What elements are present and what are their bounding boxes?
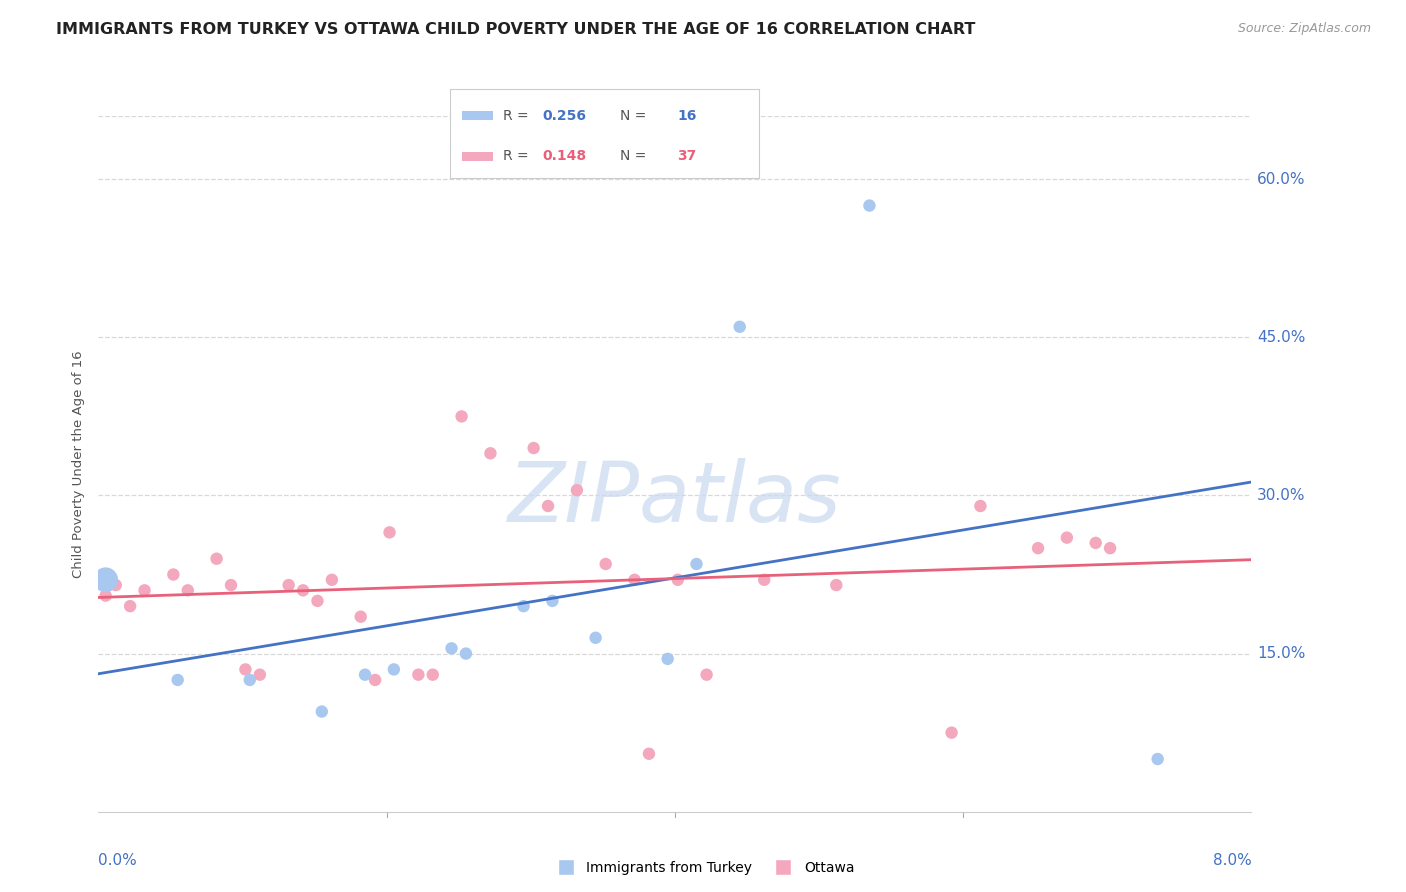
Point: [479, 446, 502, 460]
Point: [825, 578, 848, 592]
Point: [104, 578, 127, 592]
Point: [595, 557, 617, 571]
Text: 37: 37: [678, 149, 696, 163]
Point: [1099, 541, 1122, 556]
Point: [134, 583, 156, 598]
Point: [94, 573, 117, 587]
Point: [941, 725, 963, 739]
Point: [378, 525, 401, 540]
Point: [205, 551, 228, 566]
Text: 60.0%: 60.0%: [1257, 172, 1305, 186]
Point: [440, 641, 463, 656]
Text: R =: R =: [502, 149, 533, 163]
Point: [235, 662, 257, 676]
Point: [454, 647, 477, 661]
Point: [249, 667, 271, 681]
Point: [307, 594, 329, 608]
Text: 8.0%: 8.0%: [1212, 854, 1251, 869]
Point: [422, 667, 444, 681]
Point: [1084, 536, 1107, 550]
Point: [382, 662, 405, 676]
Point: [94, 589, 117, 603]
Text: 0.148: 0.148: [543, 149, 586, 163]
Point: [685, 557, 707, 571]
Point: [120, 599, 142, 614]
Text: ZIPatlas: ZIPatlas: [508, 458, 842, 539]
Point: [623, 573, 645, 587]
Text: 16: 16: [678, 109, 696, 123]
Point: [219, 578, 242, 592]
Point: [1056, 531, 1078, 545]
Point: [696, 667, 718, 681]
Bar: [463, 152, 494, 161]
Point: [177, 583, 200, 598]
Bar: [463, 112, 494, 120]
Point: [364, 673, 387, 687]
Point: [565, 483, 588, 498]
Point: [450, 409, 472, 424]
Point: [166, 673, 188, 687]
Point: [638, 747, 661, 761]
Point: [754, 573, 776, 587]
Point: [311, 705, 333, 719]
Text: 45.0%: 45.0%: [1257, 330, 1305, 345]
Text: N =: N =: [620, 149, 651, 163]
Point: [354, 667, 377, 681]
Text: N =: N =: [620, 109, 651, 123]
Point: [162, 567, 184, 582]
Point: [541, 594, 564, 608]
Point: [666, 573, 689, 587]
Point: [239, 673, 262, 687]
Point: [350, 609, 373, 624]
Y-axis label: Child Poverty Under the Age of 16: Child Poverty Under the Age of 16: [72, 350, 86, 578]
Text: IMMIGRANTS FROM TURKEY VS OTTAWA CHILD POVERTY UNDER THE AGE OF 16 CORRELATION C: IMMIGRANTS FROM TURKEY VS OTTAWA CHILD P…: [56, 22, 976, 37]
Point: [728, 319, 751, 334]
Point: [537, 499, 560, 513]
Point: [292, 583, 315, 598]
Text: 30.0%: 30.0%: [1257, 488, 1305, 503]
Point: [321, 573, 343, 587]
Text: R =: R =: [502, 109, 533, 123]
Text: 15.0%: 15.0%: [1257, 646, 1305, 661]
Point: [1146, 752, 1168, 766]
Point: [969, 499, 991, 513]
Point: [523, 441, 546, 455]
Legend: Immigrants from Turkey, Ottawa: Immigrants from Turkey, Ottawa: [546, 855, 860, 880]
Point: [277, 578, 299, 592]
Point: [512, 599, 534, 614]
Text: 0.0%: 0.0%: [98, 854, 138, 869]
Point: [1026, 541, 1049, 556]
Text: 0.256: 0.256: [543, 109, 586, 123]
Text: Source: ZipAtlas.com: Source: ZipAtlas.com: [1237, 22, 1371, 36]
Point: [858, 198, 880, 212]
Point: [585, 631, 607, 645]
Point: [657, 652, 679, 666]
Point: [408, 667, 430, 681]
